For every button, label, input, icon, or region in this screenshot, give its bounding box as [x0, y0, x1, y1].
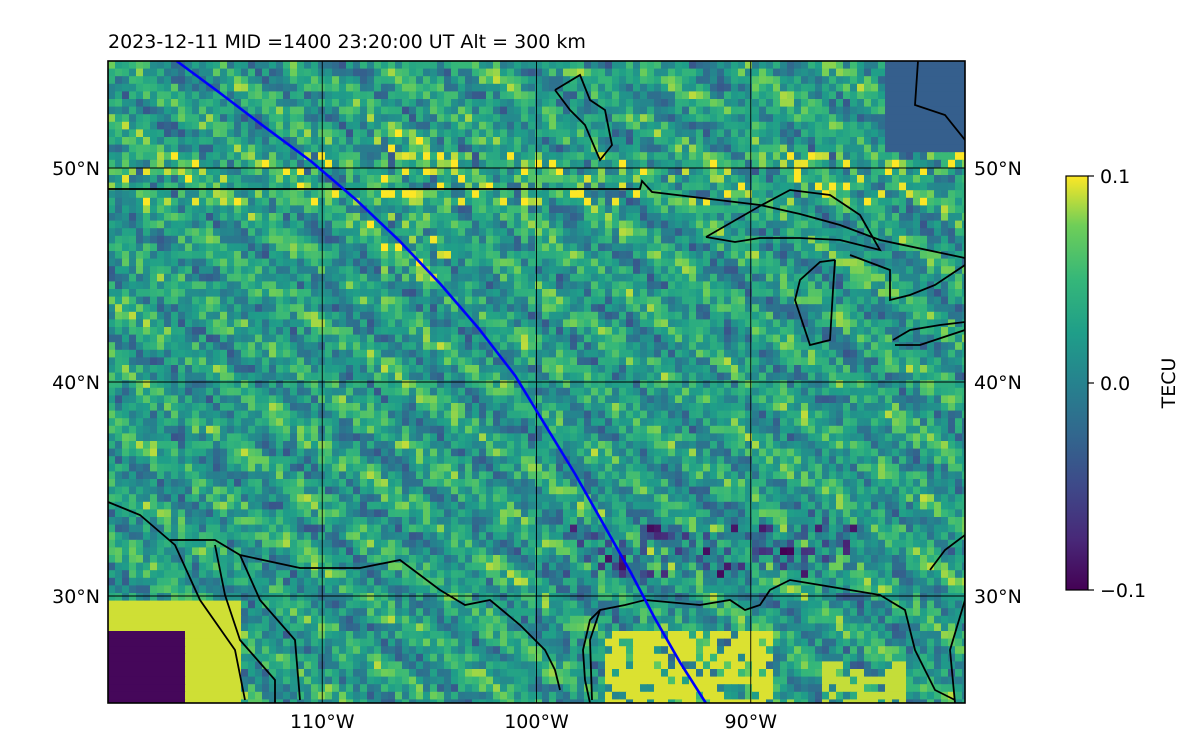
colorbar-tick-label: 0.1 [1100, 166, 1130, 188]
satellite-track-line [175, 61, 707, 703]
northeast-coast [914, 61, 965, 141]
florida-coast [929, 533, 965, 703]
colorbar-gradient [1065, 175, 1089, 591]
colorbar-ticks: 0.1 0.0 −0.1 [1088, 166, 1146, 602]
colorbar-label: TECU [1158, 358, 1180, 410]
lake-michigan [794, 259, 836, 347]
x-tick-label: 100°W [504, 711, 569, 733]
tick-labels: 110°W 100°W 90°W 30°N 30°N 40°N 40°N 50°N 50°N [52, 158, 1022, 733]
y-tick-label-left: 30°N [52, 586, 100, 608]
lake-huron-erie [849, 254, 965, 302]
colorbar-tick-label: 0.0 [1100, 373, 1130, 395]
lake-erie [892, 321, 965, 346]
y-tick-label-right: 50°N [974, 158, 1022, 180]
hudson-bay-coast [554, 73, 613, 162]
x-tick-label: 90°W [725, 711, 778, 733]
mexico-east-coast [589, 609, 601, 701]
lake-superior [705, 189, 882, 252]
sonora-coast [239, 554, 301, 701]
colorbar-tick-label: −0.1 [1100, 580, 1146, 602]
lat-lon-gridlines [108, 61, 965, 703]
coastlines-and-borders [108, 61, 965, 703]
pacific-coast-baja [108, 501, 246, 701]
baja-peninsula [214, 544, 276, 703]
texas-gulf-coast [582, 579, 956, 703]
tec-heatmap [108, 61, 965, 703]
y-tick-label-right: 40°N [974, 372, 1022, 394]
chart-title: 2023-12-11 MID =1400 23:20:00 UT Alt = 3… [108, 31, 586, 53]
y-tick-label-left: 50°N [52, 158, 100, 180]
y-tick-label-left: 40°N [52, 372, 100, 394]
map-frame [107, 60, 966, 704]
x-tick-label: 110°W [290, 711, 355, 733]
y-tick-label-right: 30°N [974, 586, 1022, 608]
colorbar: 0.1 0.0 −0.1 TECU [1065, 166, 1180, 602]
